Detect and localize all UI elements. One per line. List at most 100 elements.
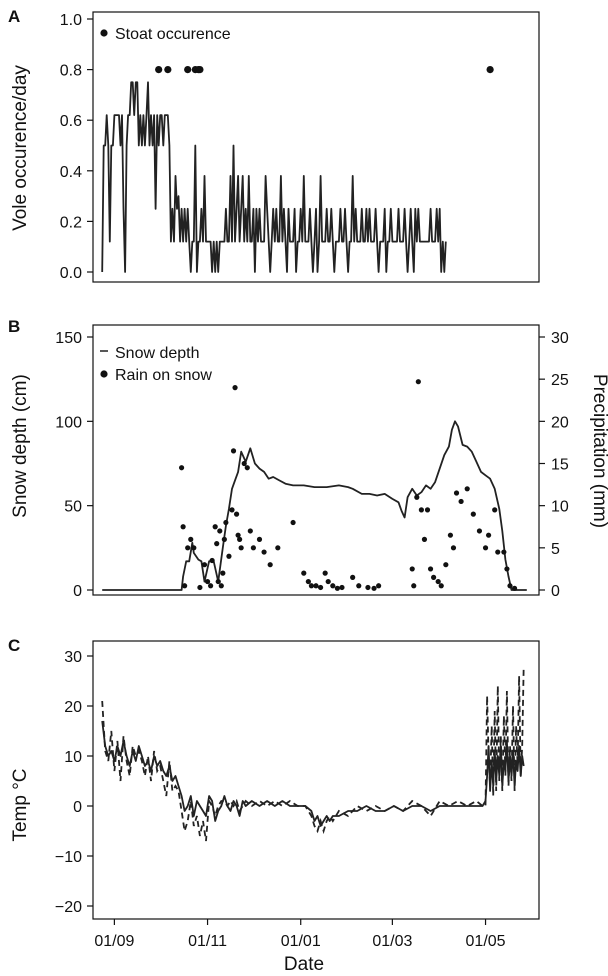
stoat-point [486,66,494,74]
rain-on-snow-point [267,562,273,568]
panel-b-points [178,379,518,591]
rain-on-snow-point [209,557,215,564]
rain-on-snow-point [376,583,382,589]
panel-b-yticks: 0 50 100 150 [55,330,93,600]
rain-on-snow-point [421,536,428,543]
panel-c-xlabel: Date [284,954,324,975]
rain-on-snow-point [504,566,510,572]
panel-b-y2label: Precipitation (mm) [589,374,608,528]
rain-on-snow-point [495,549,501,555]
rain-on-snow-point [217,528,223,534]
rain-on-snow-point [208,583,214,589]
rain-on-snow-point [178,465,185,471]
rain-on-snow-point [197,584,203,591]
rain-on-snow-point [223,519,229,526]
panel-b-y2-tick-label: 20 [551,414,569,431]
rain-on-snow-point [290,519,296,526]
panel-c-ylabel: Temp °C [10,768,31,841]
rain-on-snow-point [261,549,267,555]
rain-on-snow-point [308,583,315,589]
rain-on-snow-point [322,570,328,576]
panel-a-y-tick-label: 0.8 [60,63,82,80]
rain-on-snow-point [256,536,263,543]
rain-on-snow-point [191,545,197,551]
panel-a-yticks: 0.0 0.2 0.4 0.6 0.8 1.0 [60,12,93,282]
rain-on-snow-point [235,532,241,538]
temperature-line-dashed [101,665,525,842]
rain-on-snow-point [232,385,238,391]
rain-on-snow-point [180,524,186,530]
legend-label-rain: Rain on snow [115,367,212,384]
rain-on-snow-point [220,570,226,576]
rain-on-snow-point [464,486,470,492]
rain-on-snow-point [409,566,415,572]
panel-b-y2-tick-label: 5 [551,541,560,558]
panel-a-y-tick-label: 1.0 [60,12,82,29]
stoat-point [196,66,204,74]
panel-a-points [155,66,494,74]
panel-b-y-tick-label: 100 [55,414,82,431]
panel-b: B Snow depth (cm) Precipitation (mm) 050… [8,317,608,600]
legend-marker-rain [100,370,108,378]
rain-on-snow-point [275,545,281,551]
panel-c-x-tick-label: 01/01 [281,933,321,950]
rain-on-snow-point [214,541,220,547]
panel-a-legend: Stoat occurence [100,26,231,43]
panel-b-y-tick-label: 50 [64,499,82,516]
legend-marker-stoat [100,29,108,37]
rain-on-snow-point [182,583,188,589]
panel-a-letter: A [8,7,20,26]
rain-on-snow-point [218,583,224,589]
rain-on-snow-point [212,524,218,530]
rain-on-snow-point [221,536,227,543]
panel-b-y2ticks: 0 5 10 15 20 25 30 [539,330,569,600]
rain-on-snow-point [237,536,243,543]
rain-on-snow-point [250,545,256,551]
rain-on-snow-point [438,583,444,589]
rain-on-snow-point [325,578,331,585]
rain-on-snow-point [226,553,232,559]
panel-b-y-tick-label: 150 [55,330,82,347]
rain-on-snow-point [453,490,460,496]
rain-on-snow-point [233,511,240,517]
rain-on-snow-point [411,583,417,589]
rain-on-snow-point [339,584,345,591]
rain-on-snow-point [418,507,424,513]
rain-on-snow-point [188,536,194,543]
panel-c-yticks: −20 −10 0 10 20 30 [55,649,93,916]
panel-c-letter: C [8,636,20,655]
rain-on-snow-point [215,578,221,585]
rain-on-snow-point [482,545,489,551]
temperature-line-solid [101,720,525,827]
panel-a-y-tick-label: 0.4 [60,164,82,181]
snow-depth-line [102,420,527,591]
panel-b-letter: B [8,317,20,336]
panel-b-y2-tick-label: 15 [551,457,569,474]
rain-on-snow-point [241,460,247,467]
panel-c-y-tick-label: −20 [55,899,82,916]
rain-on-snow-point [305,578,311,585]
rain-on-snow-point [301,570,307,576]
rain-on-snow-point [185,545,191,551]
panel-c-x-tick-label: 01/09 [94,933,134,950]
rain-on-snow-point [415,379,421,385]
legend-label-stoat: Stoat occurence [115,26,231,43]
panel-c-y-tick-label: 10 [64,749,82,766]
panel-a-y-tick-label: 0.0 [60,265,82,282]
panel-b-y-tick-label: 0 [73,583,82,600]
panel-c-y-tick-label: 30 [64,649,82,666]
panel-c-x-tick-label: 01/05 [466,933,506,950]
stoat-point [184,66,192,74]
panel-a-y-tick-label: 0.6 [60,113,82,130]
rain-on-snow-point [204,578,211,585]
rain-on-snow-point [334,585,340,591]
rain-on-snow-point [431,574,437,580]
rain-on-snow-point [450,545,457,551]
panel-c-xticks: 01/09 01/11 01/01 01/03 01/05 [94,919,506,950]
rain-on-snow-point [414,494,420,500]
rain-on-snow-point [317,584,324,591]
rain-on-snow-point [447,532,454,538]
rain-on-snow-point [350,574,356,580]
rain-on-snow-point [501,549,507,555]
